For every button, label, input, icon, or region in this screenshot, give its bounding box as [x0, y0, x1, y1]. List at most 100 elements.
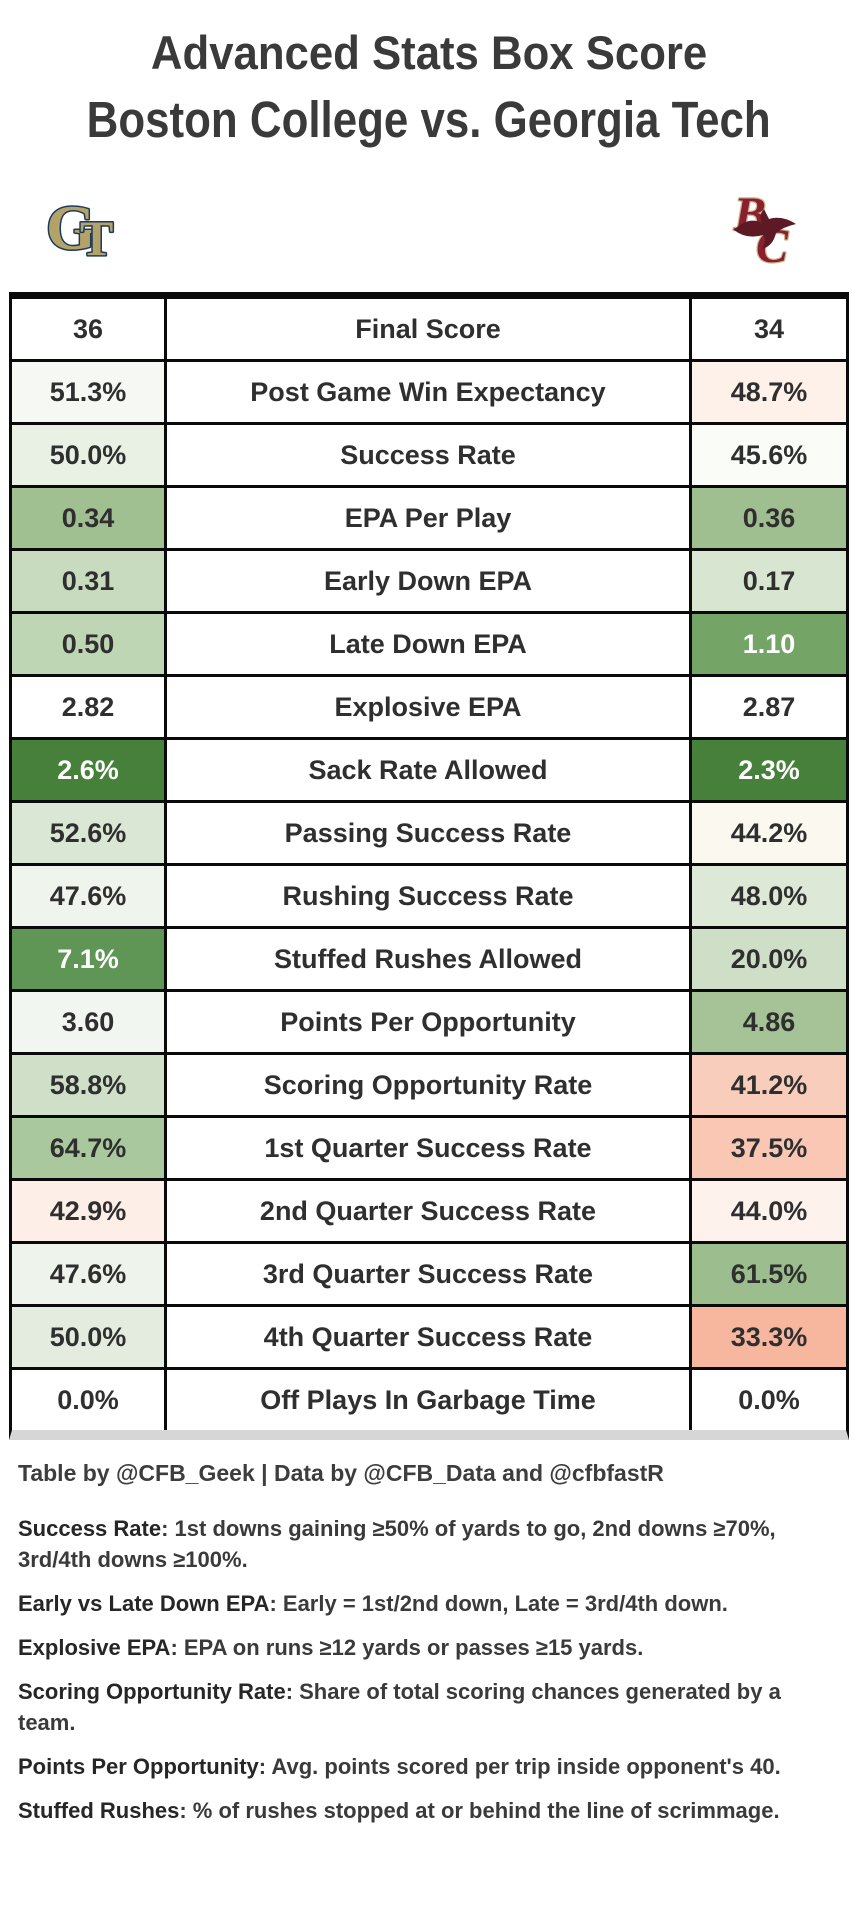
table-row: 0.34 EPA Per Play 0.36: [12, 488, 846, 551]
table-row: 7.1% Stuffed Rushes Allowed 20.0%: [12, 929, 846, 992]
table-row: 47.6% Rushing Success Rate 48.0%: [12, 866, 846, 929]
gt-value-cell: 0.34: [12, 488, 167, 548]
footnote-term: Success Rate: [18, 1516, 162, 1541]
stat-label-cell: Sack Rate Allowed: [167, 740, 689, 800]
gt-value-cell: 36: [12, 299, 167, 359]
bc-value-cell: 1.10: [689, 614, 846, 674]
bc-value-cell: 20.0%: [689, 929, 846, 989]
footnote-term: Stuffed Rushes: [18, 1798, 180, 1823]
gt-value-cell: 64.7%: [12, 1118, 167, 1178]
stat-label-cell: Scoring Opportunity Rate: [167, 1055, 689, 1115]
table-row: 47.6% 3rd Quarter Success Rate 61.5%: [12, 1244, 846, 1307]
footnote-definition: : % of rushes stopped at or behind the l…: [179, 1798, 780, 1823]
gt-value-cell: 47.6%: [12, 1244, 167, 1304]
stat-label-cell: Early Down EPA: [167, 551, 689, 611]
gt-value-cell: 50.0%: [12, 425, 167, 485]
gt-value-cell: 52.6%: [12, 803, 167, 863]
table-row: 50.0% Success Rate 45.6%: [12, 425, 846, 488]
gt-value-cell: 42.9%: [12, 1181, 167, 1241]
footnote-term: Early vs Late Down EPA: [18, 1591, 270, 1616]
table-row: 2.6% Sack Rate Allowed 2.3%: [12, 740, 846, 803]
footnote: Success Rate: 1st downs gaining ≥50% of …: [18, 1513, 814, 1575]
bc-value-cell: 2.87: [689, 677, 846, 737]
matchup-subtitle: Boston College vs. Georgia Tech: [0, 90, 858, 150]
footnote-definition: : EPA on runs ≥12 yards or passes ≥15 ya…: [170, 1635, 644, 1660]
gt-logo-letter-t: T: [80, 210, 113, 258]
table-row: 50.0% 4th Quarter Success Rate 33.3%: [12, 1307, 846, 1370]
stat-label-cell: 3rd Quarter Success Rate: [167, 1244, 689, 1304]
footnote-term: Points Per Opportunity: [18, 1754, 259, 1779]
page-title-text: Advanced Stats Box Score: [150, 26, 708, 79]
matchup-subtitle-text: Boston College vs. Georgia Tech: [86, 91, 772, 148]
bc-value-cell: 41.2%: [689, 1055, 846, 1115]
stat-label-cell: 1st Quarter Success Rate: [167, 1118, 689, 1178]
credit-line: Table by @CFB_Geek | Data by @CFB_Data a…: [18, 1460, 664, 1486]
gt-value-cell: 3.60: [12, 992, 167, 1052]
table-row: 51.3% Post Game Win Expectancy 48.7%: [12, 362, 846, 425]
footnote: Stuffed Rushes: % of rushes stopped at o…: [18, 1795, 814, 1826]
footnote-term: Explosive EPA: [18, 1635, 171, 1660]
gt-value-cell: 7.1%: [12, 929, 167, 989]
footnote: Points Per Opportunity: Avg. points scor…: [18, 1751, 814, 1782]
bc-value-cell: 2.3%: [689, 740, 846, 800]
stat-label-cell: 2nd Quarter Success Rate: [167, 1181, 689, 1241]
bc-value-cell: 34: [689, 299, 846, 359]
table-row: 52.6% Passing Success Rate 44.2%: [12, 803, 846, 866]
table-row: 36 Final Score 34: [12, 299, 846, 362]
stat-label-cell: 4th Quarter Success Rate: [167, 1307, 689, 1367]
gt-value-cell: 2.6%: [12, 740, 167, 800]
footnote-definition: : 1st downs gaining ≥50% of yards to go,…: [18, 1516, 776, 1572]
bc-value-cell: 33.3%: [689, 1307, 846, 1367]
table-row: 0.0% Off Plays In Garbage Time 0.0%: [12, 1370, 846, 1430]
table-row: 2.82 Explosive EPA 2.87: [12, 677, 846, 740]
table-row: 0.31 Early Down EPA 0.17: [12, 551, 846, 614]
georgia-tech-logo-icon: G T: [46, 198, 115, 258]
bc-value-cell: 44.0%: [689, 1181, 846, 1241]
gt-value-cell: 50.0%: [12, 1307, 167, 1367]
bc-value-cell: 61.5%: [689, 1244, 846, 1304]
bc-value-cell: 0.17: [689, 551, 846, 611]
stat-label-cell: EPA Per Play: [167, 488, 689, 548]
footnote-definition: : Early = 1st/2nd down, Late = 3rd/4th d…: [269, 1591, 728, 1616]
stat-label-cell: Passing Success Rate: [167, 803, 689, 863]
gt-value-cell: 0.31: [12, 551, 167, 611]
page-title: Advanced Stats Box Score: [0, 26, 858, 80]
table-row: 42.9% 2nd Quarter Success Rate 44.0%: [12, 1181, 846, 1244]
table-row: 64.7% 1st Quarter Success Rate 37.5%: [12, 1118, 846, 1181]
bc-value-cell: 0.0%: [689, 1370, 846, 1430]
footnote: Explosive EPA: EPA on runs ≥12 yards or …: [18, 1632, 814, 1663]
boston-college-logo-icon: B C: [732, 188, 796, 266]
footnote-definition: : Share of total scoring chances generat…: [18, 1679, 781, 1735]
gt-value-cell: 47.6%: [12, 866, 167, 926]
gt-value-cell: 0.0%: [12, 1370, 167, 1430]
gt-value-cell: 58.8%: [12, 1055, 167, 1115]
table-row: 0.50 Late Down EPA 1.10: [12, 614, 846, 677]
bc-logo-eagle: [734, 209, 796, 249]
stat-label-cell: Final Score: [167, 299, 689, 359]
footnote-definition: : Avg. points scored per trip inside opp…: [258, 1754, 781, 1779]
bc-value-cell: 37.5%: [689, 1118, 846, 1178]
logo-band: G T B C: [0, 150, 858, 290]
stats-table: 36 Final Score 34 51.3% Post Game Win Expect…: [9, 292, 849, 1440]
bc-value-cell: 45.6%: [689, 425, 846, 485]
stat-label-cell: Post Game Win Expectancy: [167, 362, 689, 422]
footnote: Scoring Opportunity Rate: Share of total…: [18, 1676, 814, 1738]
bc-value-cell: 48.0%: [689, 866, 846, 926]
stat-label-cell: Rushing Success Rate: [167, 866, 689, 926]
gt-logo-letter-g: G: [46, 198, 96, 258]
bc-value-cell: 4.86: [689, 992, 846, 1052]
gt-value-cell: 2.82: [12, 677, 167, 737]
table-row: 58.8% Scoring Opportunity Rate 41.2%: [12, 1055, 846, 1118]
footnote: Early vs Late Down EPA: Early = 1st/2nd …: [18, 1588, 814, 1619]
bc-value-cell: 0.36: [689, 488, 846, 548]
stat-label-cell: Stuffed Rushes Allowed: [167, 929, 689, 989]
footnote-term: Scoring Opportunity Rate: [18, 1679, 286, 1704]
stat-label-cell: Off Plays In Garbage Time: [167, 1370, 689, 1430]
stat-label-cell: Late Down EPA: [167, 614, 689, 674]
bc-value-cell: 44.2%: [689, 803, 846, 863]
bc-value-cell: 48.7%: [689, 362, 846, 422]
footnotes: Success Rate: 1st downs gaining ≥50% of …: [18, 1513, 814, 1826]
table-row: 3.60 Points Per Opportunity 4.86: [12, 992, 846, 1055]
gt-value-cell: 0.50: [12, 614, 167, 674]
gt-value-cell: 51.3%: [12, 362, 167, 422]
